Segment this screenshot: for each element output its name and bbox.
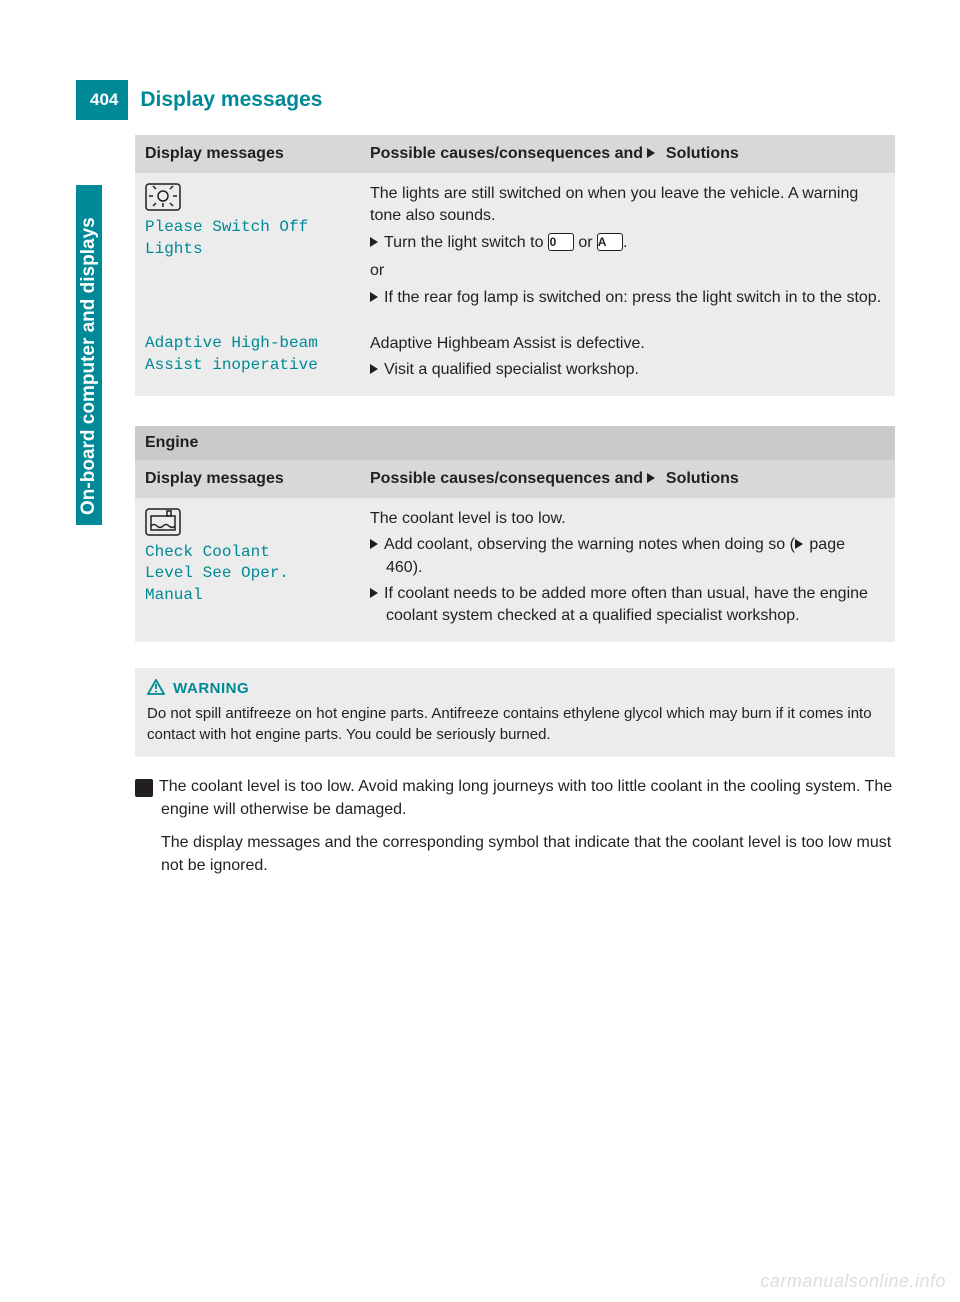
step-text: ).: [413, 559, 423, 576]
triangle-icon: [647, 473, 655, 483]
display-code-line: Adaptive High-beam: [145, 334, 318, 352]
pageref-icon: [795, 539, 803, 549]
triangle-icon: [647, 148, 655, 158]
table-header-row: Display messages Possible causes/consequ…: [135, 460, 895, 498]
display-code-line: Assist inoperative: [145, 356, 318, 374]
triangle-icon: [370, 364, 378, 374]
col-header-causes: Possible causes/consequences and Solutio…: [360, 460, 895, 498]
causes-cell: The coolant level is too low. Add coolan…: [360, 498, 895, 642]
col-header-causes-suffix: Solutions: [661, 145, 738, 162]
page-title: Display messages: [128, 80, 322, 120]
page-number: 404: [76, 80, 128, 120]
warning-text: Do not spill antifreeze on hot engine pa…: [147, 703, 883, 745]
intro-text: The lights are still switched on when yo…: [370, 183, 885, 228]
table-row: Check Coolant Level See Oper. Manual The…: [135, 498, 895, 642]
causes-cell: The lights are still switched on when yo…: [360, 173, 895, 323]
triangle-icon: [370, 588, 378, 598]
warning-label: WARNING: [173, 680, 249, 697]
step-text: or: [574, 234, 597, 251]
watermark: carmanualsonline.info: [760, 1271, 946, 1292]
step-text: If coolant needs to be added more often …: [384, 585, 868, 624]
content-area: Display messages Possible causes/consequ…: [135, 135, 895, 877]
display-code-line: Check Coolant: [145, 543, 270, 561]
header-tab: 404 Display messages: [76, 80, 322, 120]
step-line: If the rear fog lamp is switched on: pre…: [370, 287, 885, 309]
coolant-icon: [145, 508, 181, 536]
table-header-row: Display messages Possible causes/consequ…: [135, 135, 895, 173]
display-code-line: Level See Oper.: [145, 564, 289, 582]
step-line: If coolant needs to be added more often …: [370, 583, 885, 628]
key-a: A: [597, 233, 623, 251]
note-text: The coolant level is too low. Avoid maki…: [159, 778, 892, 818]
display-cell: Please Switch Off Lights: [135, 173, 360, 323]
display-code-line: Please Switch Off: [145, 218, 308, 236]
triangle-icon: [370, 292, 378, 302]
step-text: Turn the light switch to: [384, 234, 548, 251]
exclamation-icon: !: [135, 779, 153, 797]
causes-cell: Adaptive Highbeam Assist is defective. V…: [360, 323, 895, 396]
col-header-display: Display messages: [135, 460, 360, 498]
display-cell: Adaptive High-beam Assist inoperative: [135, 323, 360, 396]
display-cell: Check Coolant Level See Oper. Manual: [135, 498, 360, 642]
step-text: .: [623, 234, 627, 251]
or-text: or: [370, 260, 885, 282]
table-row: Adaptive High-beam Assist inoperative Ad…: [135, 323, 895, 396]
col-header-display: Display messages: [135, 135, 360, 173]
col-header-causes-prefix: Possible causes/consequences and: [370, 470, 647, 487]
side-tab-label: On-board computer and displays: [76, 185, 102, 525]
step-line: Add coolant, observing the warning notes…: [370, 534, 885, 579]
intro-text: The coolant level is too low.: [370, 508, 885, 530]
col-header-causes-prefix: Possible causes/consequences and: [370, 145, 647, 162]
note-block: ! The coolant level is too low. Avoid mak…: [135, 775, 895, 878]
lightbulb-icon: [145, 183, 181, 211]
display-code-line: Lights: [145, 240, 203, 258]
intro-text: Adaptive Highbeam Assist is defective.: [370, 333, 885, 355]
table-row: Please Switch Off Lights The lights are …: [135, 173, 895, 323]
step-text: Visit a qualified specialist workshop.: [384, 361, 639, 378]
note-paragraph: The display messages and the correspondi…: [135, 831, 895, 877]
step-text: Add coolant, observing the warning notes…: [384, 536, 795, 553]
section-engine-title: Engine: [135, 426, 895, 460]
warning-box: WARNING Do not spill antifreeze on hot e…: [135, 668, 895, 757]
triangle-icon: [370, 539, 378, 549]
display-code-line: Manual: [145, 586, 203, 604]
display-code: Check Coolant Level See Oper. Manual: [145, 542, 350, 607]
triangle-icon: [370, 237, 378, 247]
messages-table-lights: Display messages Possible causes/consequ…: [135, 135, 895, 396]
col-header-causes-suffix: Solutions: [661, 470, 738, 487]
messages-table-engine: Display messages Possible causes/consequ…: [135, 460, 895, 642]
col-header-causes: Possible causes/consequences and Solutio…: [360, 135, 895, 173]
note-paragraph: ! The coolant level is too low. Avoid mak…: [135, 775, 895, 821]
display-code: Please Switch Off Lights: [145, 217, 350, 260]
warning-triangle-icon: [147, 679, 165, 695]
step-text: If the rear fog lamp is switched on: pre…: [384, 289, 881, 306]
step-line: Visit a qualified specialist workshop.: [370, 359, 885, 381]
page: 404 Display messages On-board computer a…: [0, 0, 960, 1302]
key-0: 0: [548, 233, 574, 251]
display-code: Adaptive High-beam Assist inoperative: [145, 333, 350, 376]
step-line: Turn the light switch to 0 or A.: [370, 232, 885, 254]
warning-heading: WARNING: [147, 678, 883, 699]
